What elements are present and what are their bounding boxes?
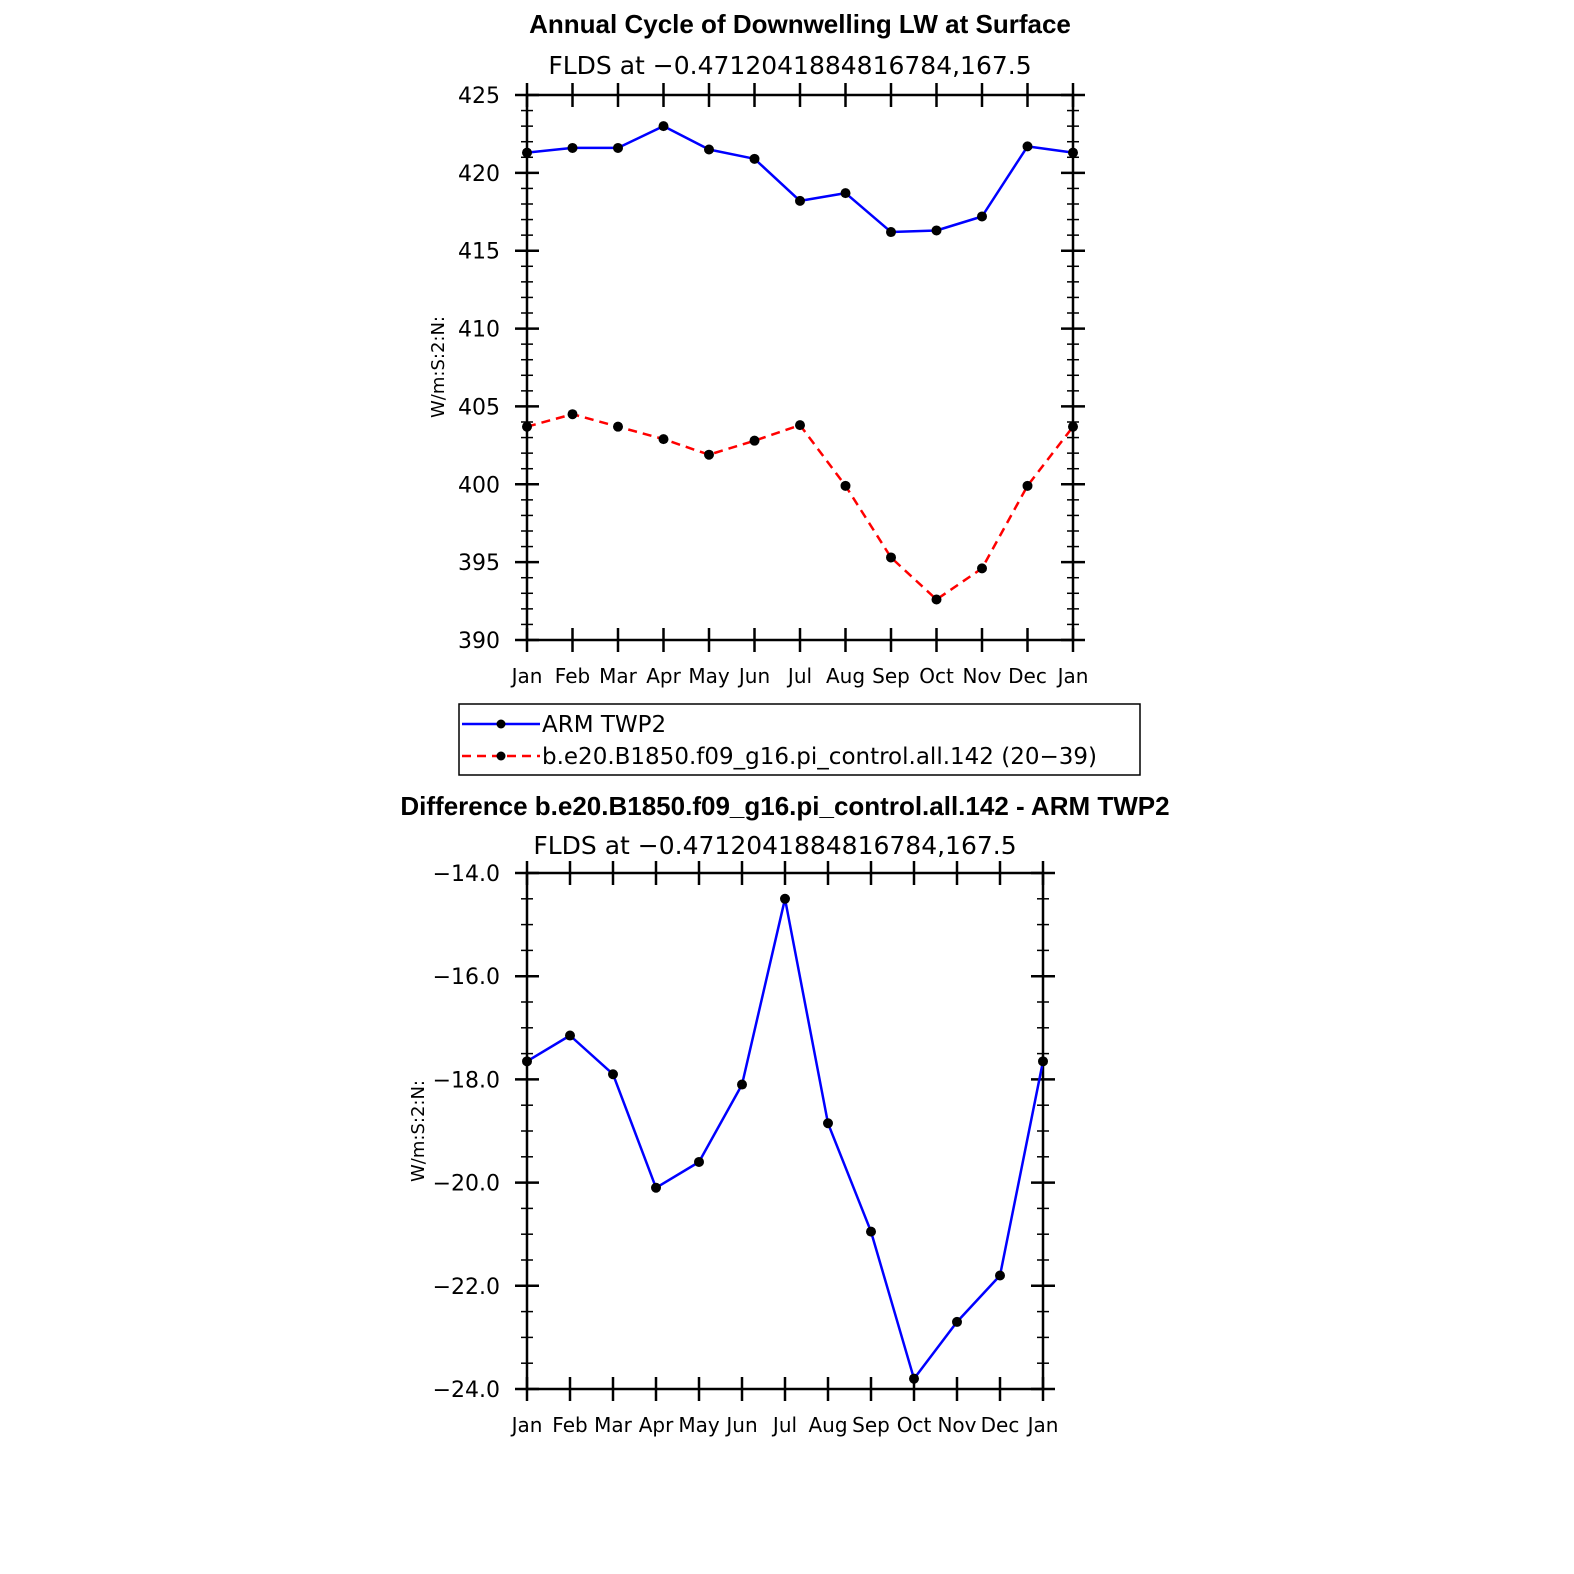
x-tick-label: Apr: [639, 1413, 674, 1437]
x-tick-label: May: [688, 664, 730, 688]
x-tick-label: Aug: [826, 664, 865, 688]
x-tick-label: Feb: [555, 664, 590, 688]
x-tick-label: Mar: [599, 664, 638, 688]
y-tick-label: −16.0: [433, 965, 500, 990]
chart-subtitle: FLDS at −0.4712041884816784,167.5: [533, 831, 1016, 860]
x-tick-label: Dec: [1008, 664, 1047, 688]
y-tick-label: −24.0: [433, 1378, 500, 1403]
y-axis-label: W/m:S:2:N:: [408, 1080, 429, 1182]
data-point: [608, 1069, 618, 1080]
x-tick-label: Jan: [510, 664, 543, 688]
data-point: [780, 893, 790, 904]
series-line-1: [526, 412, 1074, 601]
x-tick-label: Oct: [919, 664, 954, 688]
data-point: [995, 1270, 1005, 1281]
data-point: [931, 594, 942, 605]
chart-subtitle: FLDS at −0.4712041884816784,167.5: [548, 51, 1031, 80]
chart-title: Annual Cycle of Downwelling LW at Surfac…: [529, 9, 1071, 39]
data-point: [886, 552, 896, 563]
x-tick-label: Dec: [981, 1413, 1020, 1437]
data-point: [795, 420, 805, 431]
data-point: [658, 434, 669, 445]
data-point: [1068, 421, 1078, 432]
legend-box: [458, 703, 1141, 776]
chart-title: Difference b.e20.B1850.f09_g16.pi_contro…: [400, 791, 1169, 821]
annual-cycle-chart: Annual Cycle of Downwelling LW at Surfac…: [428, 9, 1088, 688]
data-point: [1068, 147, 1078, 158]
x-tick-label: Jun: [724, 1413, 757, 1437]
y-tick-label: 425: [458, 84, 500, 109]
data-point: [651, 1182, 661, 1193]
data-point: [952, 1316, 962, 1327]
data-point: [658, 121, 669, 132]
y-tick-label: −14.0: [433, 862, 500, 887]
data-point: [1022, 480, 1033, 491]
data-point: [977, 211, 987, 222]
data-point: [1038, 1056, 1048, 1067]
data-point: [749, 153, 760, 164]
data-point: [522, 147, 532, 158]
x-tick-label: Oct: [897, 1413, 932, 1437]
data-point: [613, 142, 623, 153]
data-point: [704, 449, 714, 460]
difference-chart: Difference b.e20.B1850.f09_g16.pi_contro…: [400, 791, 1169, 1437]
y-tick-label: 400: [458, 473, 500, 498]
x-tick-label: Feb: [552, 1413, 587, 1437]
data-point: [522, 421, 532, 432]
series-line-0: [526, 897, 1045, 1380]
y-tick-label: −20.0: [433, 1172, 500, 1197]
data-point: [823, 1118, 833, 1129]
data-point: [840, 188, 851, 199]
data-point: [567, 142, 578, 153]
data-point: [977, 563, 987, 574]
y-tick-label: 410: [458, 318, 500, 343]
y-tick-label: −18.0: [433, 1068, 500, 1093]
data-point: [840, 480, 851, 491]
x-tick-label: Mar: [594, 1413, 633, 1437]
x-tick-label: Jan: [1026, 1413, 1059, 1437]
x-tick-label: Jan: [1056, 664, 1089, 688]
data-point: [567, 409, 578, 420]
data-point: [737, 1079, 747, 1090]
y-tick-label: 390: [458, 629, 500, 654]
data-point: [522, 1056, 532, 1067]
x-tick-label: Nov: [962, 664, 1001, 688]
data-point: [613, 421, 623, 432]
data-point: [694, 1156, 704, 1167]
x-tick-label: Nov: [937, 1413, 976, 1437]
x-tick-label: May: [678, 1413, 720, 1437]
y-tick-label: 420: [458, 162, 500, 187]
data-point: [795, 195, 805, 206]
legend-marker-arm-twp2: [496, 719, 506, 729]
x-tick-label: Jul: [771, 1413, 797, 1437]
legend-entry-model: b.e20.B1850.f09_g16.pi_control.all.142 (…: [542, 744, 1097, 770]
data-point: [886, 227, 896, 238]
x-tick-label: Jan: [510, 1413, 543, 1437]
y-tick-label: 395: [458, 551, 500, 576]
y-axis-label: W/m:S:2:N:: [428, 316, 449, 418]
x-tick-label: Jun: [737, 664, 770, 688]
plot-frame: [525, 93, 1075, 642]
y-tick-label: −22.0: [433, 1275, 500, 1300]
data-point: [931, 225, 942, 236]
data-point: [704, 144, 714, 155]
x-tick-label: Apr: [646, 664, 681, 688]
data-point: [866, 1226, 876, 1237]
legend-entry-arm-twp2: ARM TWP2: [542, 712, 666, 738]
x-tick-label: Sep: [872, 664, 910, 688]
data-point: [909, 1373, 919, 1384]
x-tick-label: Jul: [786, 664, 812, 688]
series-line-0: [526, 124, 1074, 234]
x-tick-label: Aug: [808, 1413, 847, 1437]
y-tick-label: 415: [458, 240, 500, 265]
y-tick-label: 405: [458, 395, 500, 420]
data-point: [749, 435, 760, 446]
data-point: [1022, 141, 1033, 152]
legend: ARM TWP2 b.e20.B1850.f09_g16.pi_control.…: [458, 703, 1141, 776]
legend-marker-model: [496, 751, 506, 761]
x-tick-label: Sep: [852, 1413, 890, 1437]
data-point: [565, 1030, 575, 1041]
